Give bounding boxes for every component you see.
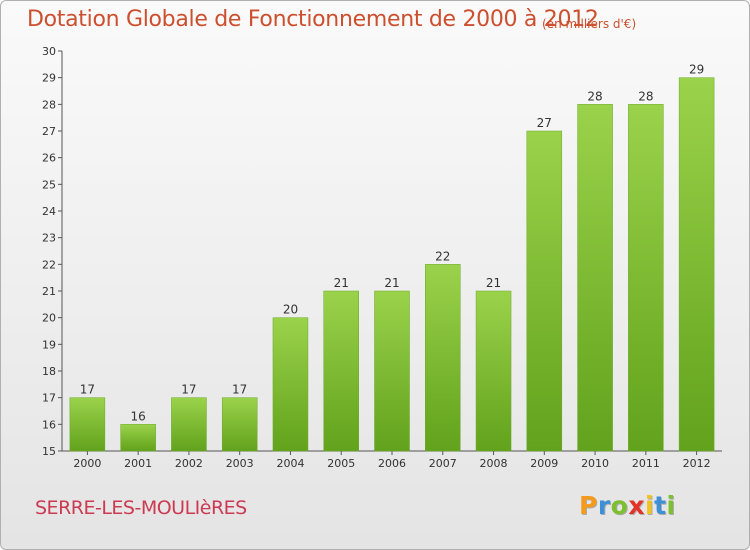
data-label: 17	[232, 383, 247, 397]
x-tick-label: 2009	[530, 457, 558, 470]
chart-subtitle: (en milliers d'€)	[542, 17, 637, 31]
data-label: 17	[181, 383, 196, 397]
y-tick-label: 21	[42, 285, 56, 298]
bar-2006[interactable]	[374, 290, 410, 452]
y-tick-label: 30	[42, 45, 56, 58]
y-tick-label: 22	[42, 258, 56, 271]
x-tick-label: 2007	[429, 457, 457, 470]
x-tick-label: 2004	[276, 457, 304, 470]
logo-letter: x	[628, 491, 645, 520]
x-tick-label: 2006	[378, 457, 406, 470]
y-tick-label: 23	[42, 232, 56, 245]
x-tick-label: 2008	[480, 457, 508, 470]
bar-2010[interactable]	[577, 104, 613, 452]
x-tick-label: 2012	[683, 457, 711, 470]
bar-2000[interactable]	[69, 397, 106, 452]
commune-name: SERRE-LES-MOULIèRES	[35, 497, 247, 519]
x-tick-label: 2011	[632, 457, 660, 470]
x-tick-label: 2005	[327, 457, 355, 470]
data-label: 17	[80, 383, 95, 397]
logo-letter: i	[666, 491, 676, 520]
logo-letter: P	[579, 491, 598, 520]
y-tick-label: 29	[42, 72, 56, 85]
data-label: 21	[384, 276, 399, 290]
x-tick-label: 2001	[124, 457, 152, 470]
bar-2007[interactable]	[425, 264, 461, 452]
data-label: 20	[283, 303, 298, 317]
data-label: 28	[587, 89, 602, 103]
bar-2012[interactable]	[678, 77, 715, 452]
bar-2001[interactable]	[120, 424, 156, 452]
bar-2005[interactable]	[323, 290, 359, 452]
data-label: 29	[689, 63, 704, 77]
y-tick-label: 27	[42, 125, 56, 138]
bar-2009[interactable]	[526, 130, 563, 452]
x-tick-label: 2010	[581, 457, 609, 470]
bar-2003[interactable]	[221, 397, 258, 452]
y-tick-label: 26	[42, 152, 56, 165]
data-label: 21	[334, 276, 349, 290]
x-tick-label: 2003	[226, 457, 254, 470]
logo-letter: r	[597, 491, 611, 520]
data-label: 27	[537, 116, 552, 130]
data-label: 28	[638, 89, 653, 103]
bar-2011[interactable]	[628, 104, 664, 452]
y-tick-label: 16	[42, 418, 56, 431]
bar-2004[interactable]	[272, 317, 309, 452]
y-tick-label: 20	[42, 312, 56, 325]
y-tick-label: 15	[42, 445, 56, 458]
y-tick-label: 28	[42, 98, 56, 111]
y-tick-label: 25	[42, 178, 56, 191]
proxiti-logo[interactable]: Proxiti	[579, 491, 676, 520]
y-tick-label: 17	[42, 392, 56, 405]
chart-title: Dotation Globale de Fonctionnement de 20…	[27, 7, 599, 32]
data-label: 21	[486, 276, 501, 290]
bar-2002[interactable]	[171, 397, 207, 452]
bar-2008[interactable]	[475, 290, 512, 452]
x-tick-label: 2000	[73, 457, 101, 470]
y-tick-label: 24	[42, 205, 56, 218]
data-label: 22	[435, 249, 450, 263]
data-label: 16	[131, 409, 146, 423]
logo-letter: i	[645, 491, 655, 520]
x-tick-label: 2002	[175, 457, 203, 470]
logo-letter: t	[654, 491, 667, 520]
logo-letter: o	[610, 491, 629, 520]
y-tick-label: 19	[42, 338, 56, 351]
y-tick-label: 18	[42, 365, 56, 378]
